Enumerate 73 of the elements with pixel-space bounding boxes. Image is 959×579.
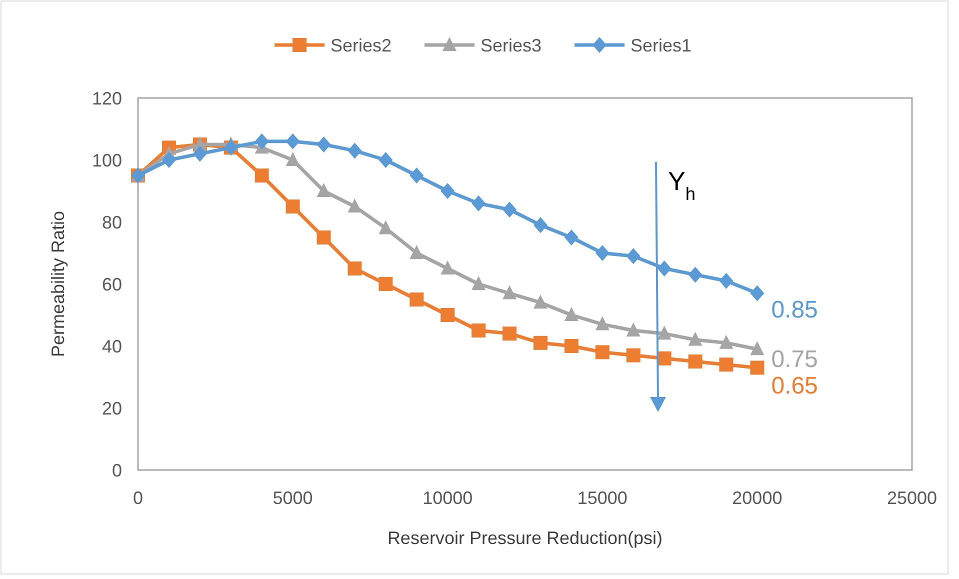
point — [688, 354, 702, 368]
point — [533, 336, 548, 350]
point — [410, 292, 424, 306]
legend-label: Series3 — [480, 35, 542, 56]
point — [286, 152, 300, 166]
point — [440, 308, 455, 322]
point — [286, 133, 300, 150]
point — [440, 183, 455, 199]
y-tick-label: 0 — [112, 460, 122, 480]
point — [595, 345, 610, 360]
point — [286, 200, 300, 214]
point — [378, 277, 393, 291]
point — [719, 358, 734, 372]
point — [378, 152, 393, 168]
x-tick-label: 0 — [132, 488, 144, 508]
legend-label: Series1 — [630, 35, 692, 56]
point — [502, 326, 517, 341]
point — [533, 217, 548, 234]
x-tick-label: 25000 — [886, 488, 938, 508]
point — [410, 245, 424, 259]
point — [750, 341, 764, 356]
point — [348, 198, 362, 212]
point — [688, 266, 702, 283]
y-tick-label: 20 — [102, 398, 122, 418]
point — [472, 324, 486, 338]
point — [472, 276, 486, 290]
y-tick-label: 60 — [102, 274, 122, 294]
point — [626, 322, 640, 336]
x-tick-label: 15000 — [577, 488, 628, 508]
point — [564, 307, 578, 321]
point — [688, 332, 702, 346]
point — [750, 360, 764, 375]
point — [502, 285, 517, 300]
x-tick-label: 10000 — [422, 488, 473, 508]
point — [533, 294, 548, 309]
point — [564, 230, 578, 246]
annotation: 0.65 — [771, 372, 818, 400]
y-axis-title: Permeability Ratio — [48, 210, 68, 358]
point — [348, 262, 362, 276]
point — [657, 351, 672, 366]
y-tick-label: 40 — [102, 336, 122, 356]
point — [192, 146, 207, 162]
point — [626, 248, 640, 264]
point — [410, 168, 424, 184]
point — [472, 195, 486, 212]
legend-label: Series2 — [330, 35, 392, 56]
point — [750, 285, 764, 302]
point — [719, 272, 734, 289]
point — [162, 152, 176, 168]
x-tick-label: 5000 — [272, 488, 313, 508]
point — [316, 136, 331, 152]
annotation: 0.85 — [771, 296, 818, 324]
annotation: Υ$_{h}$ — [668, 166, 696, 204]
point — [254, 133, 269, 150]
point — [316, 183, 331, 197]
point — [564, 339, 578, 353]
x-axis-title: Reservoir Pressure Reduction(psi) — [387, 528, 663, 548]
point — [595, 245, 610, 261]
point — [254, 168, 269, 182]
point — [719, 334, 734, 349]
point — [626, 348, 640, 362]
point — [657, 260, 672, 276]
point — [502, 202, 517, 218]
point — [595, 316, 610, 330]
point — [657, 326, 672, 340]
point — [316, 230, 331, 244]
y-tick-label: 100 — [92, 150, 122, 170]
y-tick-label: 120 — [92, 88, 122, 108]
point — [348, 142, 362, 159]
x-tick-label: 20000 — [732, 488, 782, 508]
annotation: 0.75 — [771, 346, 818, 374]
y-tick-label: 80 — [102, 212, 122, 232]
point — [440, 260, 455, 274]
